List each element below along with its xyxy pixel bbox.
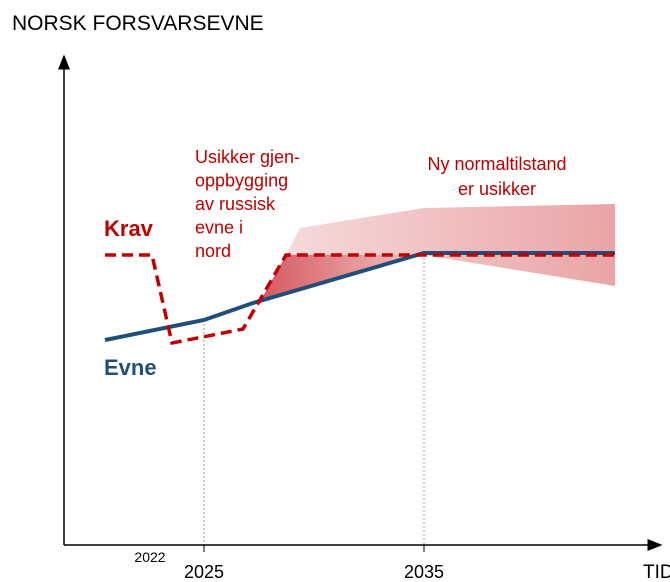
annotation-line: er usikker	[458, 179, 536, 199]
annotation-line: Ny normaltilstand	[427, 154, 566, 174]
x-tick-label: 2025	[184, 562, 224, 582]
annotation-line: av russisk	[195, 194, 276, 214]
annotation: Usikker gjen-oppbygging av russisk evne i n…	[195, 147, 300, 261]
x-tick-label: 2035	[404, 562, 444, 582]
series-label: Krav	[104, 216, 154, 241]
annotation: Ny normaltilstand er usikker	[427, 154, 566, 199]
evne-line	[104, 251, 615, 342]
krav-line	[105, 253, 615, 346]
uncertainty-band	[286, 204, 615, 286]
annotation-line: evne i	[195, 218, 243, 238]
x-axis-label: TID	[643, 562, 670, 582]
x-tick-label: 2022	[134, 549, 165, 565]
chart-title: NORSK FORSVARSEVNE	[12, 12, 264, 35]
annotation-line: Usikker gjen-	[195, 147, 300, 167]
annotation-line: oppbygging	[195, 171, 288, 191]
series-label: Evne	[104, 355, 157, 380]
annotation-line: nord	[195, 241, 231, 261]
